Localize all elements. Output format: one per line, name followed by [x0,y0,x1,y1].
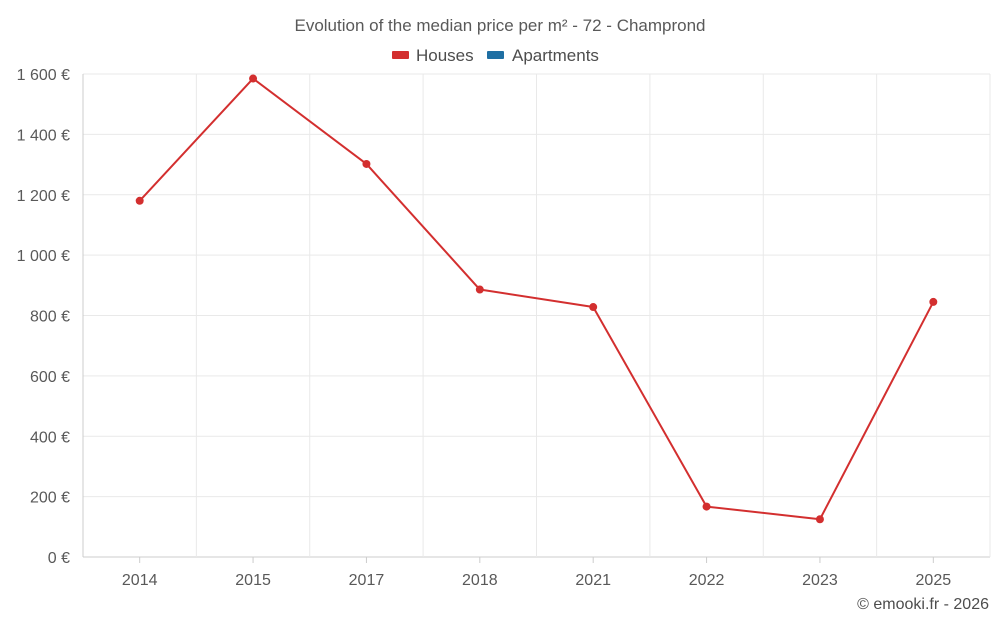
data-point-houses [249,74,258,83]
x-tick-label: 2018 [462,572,498,589]
data-point-houses [589,303,598,312]
chart-title: Evolution of the median price per m² - 7… [294,16,705,35]
x-tick-label: 2023 [802,572,838,589]
grid-lines [82,73,991,558]
y-axis: 0 € 200 € 400 € 600 € 800 € 1 000 € 1 200 € 1 4… [17,67,70,567]
y-tick-label: 1 400 € [17,127,70,144]
x-axis: 2014 2015 2017 2018 2021 2022 2023 2025 [122,557,951,589]
y-tick-label: 400 € [30,429,70,446]
legend-label-apartments: Apartments [512,46,599,65]
x-tick-label: 2014 [122,572,158,589]
data-point-houses [815,515,824,524]
legend-item-houses[interactable]: Houses [392,46,474,65]
data-point-houses [929,297,938,306]
legend-label-houses: Houses [416,46,474,65]
y-tick-label: 600 € [30,369,70,386]
x-tick-label: 2017 [349,572,385,589]
y-tick-label: 800 € [30,309,70,326]
series-line-houses [138,77,935,521]
legend-item-apartments[interactable]: Apartments [487,46,599,65]
y-tick-label: 1 600 € [17,67,70,84]
data-point-houses [702,502,711,511]
x-tick-label: 2025 [916,572,952,589]
x-tick-label: 2015 [235,572,271,589]
data-point-houses [475,285,484,294]
credit-text: © emooki.fr - 2026 [857,596,989,613]
data-point-houses [135,196,144,205]
legend-swatch-apartments [487,51,504,59]
legend-swatch-houses [392,51,409,59]
series-houses [135,74,938,524]
y-tick-label: 0 € [48,550,70,567]
data-point-houses [362,159,371,168]
y-tick-label: 1 000 € [17,248,70,265]
y-tick-label: 200 € [30,490,70,507]
chart-legend: Houses Apartments [392,46,599,65]
x-tick-label: 2022 [689,572,725,589]
y-tick-label: 1 200 € [17,188,70,205]
x-tick-label: 2021 [575,572,611,589]
